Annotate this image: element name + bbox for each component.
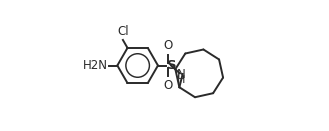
Text: O: O	[164, 39, 173, 52]
Text: O: O	[164, 79, 173, 92]
Text: N: N	[177, 68, 186, 81]
Text: S: S	[167, 59, 177, 72]
Text: H: H	[177, 75, 185, 85]
Text: H2N: H2N	[83, 59, 108, 72]
Text: Cl: Cl	[117, 25, 129, 38]
